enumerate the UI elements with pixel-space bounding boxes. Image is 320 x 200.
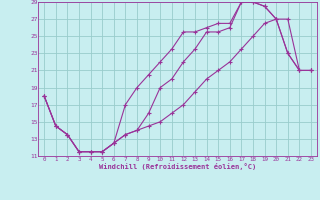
X-axis label: Windchill (Refroidissement éolien,°C): Windchill (Refroidissement éolien,°C) — [99, 163, 256, 170]
